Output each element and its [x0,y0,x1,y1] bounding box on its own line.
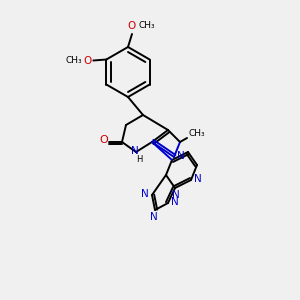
Text: N: N [131,146,139,156]
Text: N: N [194,174,202,184]
Text: O: O [83,56,92,65]
Text: CH₃: CH₃ [189,130,205,139]
Text: O: O [128,21,136,31]
Text: CH₃: CH₃ [139,22,155,31]
Text: H: H [136,154,142,164]
Text: CH₃: CH₃ [65,56,82,65]
Text: O: O [100,135,108,145]
Text: N: N [171,197,179,207]
Text: N: N [150,212,158,222]
Text: N: N [172,190,180,200]
Text: N: N [141,189,149,199]
Text: N: N [177,151,185,161]
